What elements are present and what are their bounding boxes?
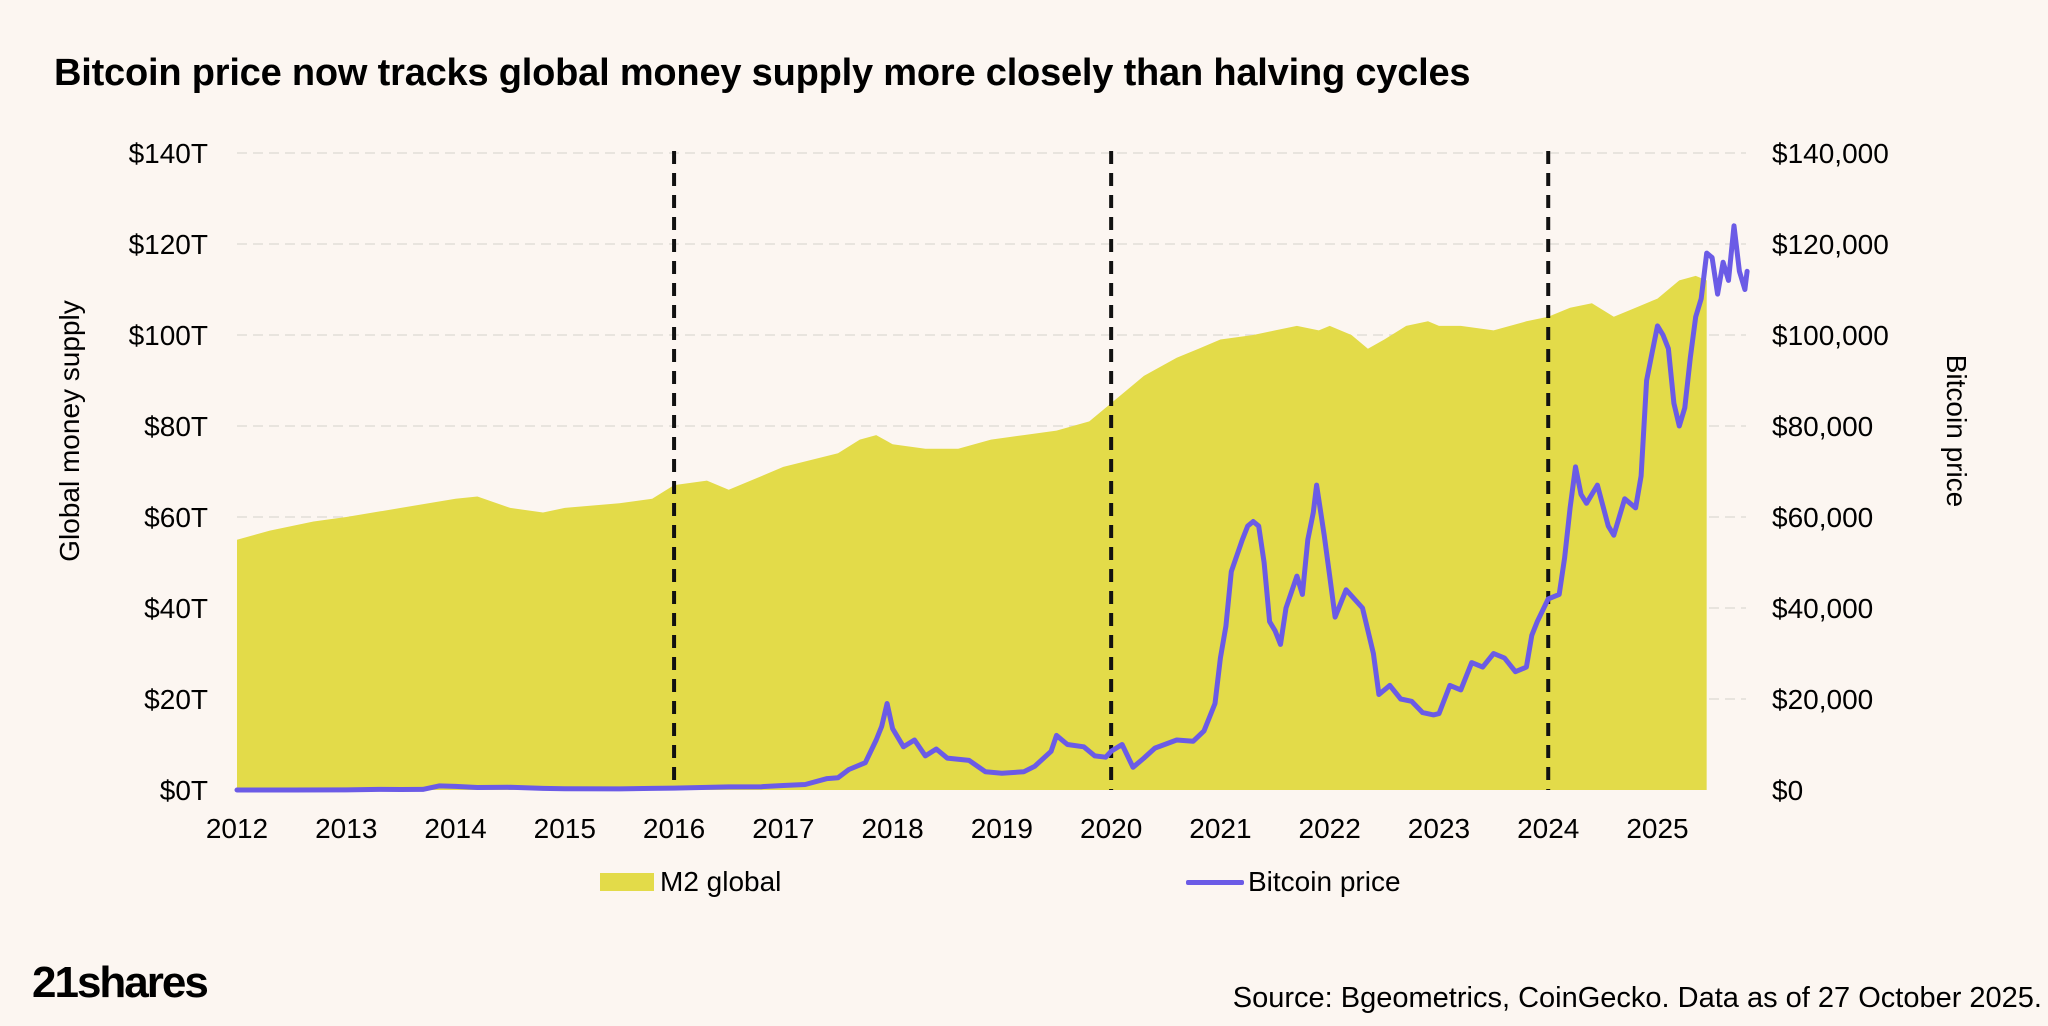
x-tick-label: 2025 (1626, 813, 1688, 844)
x-tick-label: 2024 (1517, 813, 1579, 844)
y-right-tick-label: $120,000 (1772, 229, 1889, 260)
y-axis-right-title: Bitcoin price (1941, 354, 1972, 508)
y-right-tick-label: $140,000 (1772, 138, 1889, 169)
y-left-tick-label: $80T (144, 411, 208, 442)
y-left-tick-label: $120T (129, 229, 208, 260)
x-tick-label: 2013 (315, 813, 377, 844)
y-right-tick-label: $100,000 (1772, 320, 1889, 351)
x-tick-label: 2018 (861, 813, 923, 844)
y-left-tick-label: $60T (144, 502, 208, 533)
x-tick-label: 2015 (534, 813, 596, 844)
legend-item-btc: Bitcoin price (1186, 866, 1401, 898)
y-right-tick-label: $20,000 (1772, 684, 1873, 715)
m2-area-series (237, 275, 1707, 790)
y-left-tick-label: $140T (129, 138, 208, 169)
x-tick-label: 2020 (1080, 813, 1142, 844)
x-tick-label: 2023 (1408, 813, 1470, 844)
legend-label-btc: Bitcoin price (1248, 866, 1401, 897)
y-right-tick-label: $80,000 (1772, 411, 1873, 442)
x-tick-label: 2021 (1189, 813, 1251, 844)
y-left-tick-label: $0T (160, 775, 208, 806)
y-left-tick-label: $100T (129, 320, 208, 351)
source-note: Source: Bgeometrics, CoinGecko. Data as … (1232, 982, 2042, 1014)
chart-title: Bitcoin price now tracks global money su… (54, 52, 1471, 94)
y-right-tick-label: $60,000 (1772, 502, 1873, 533)
x-tick-label: 2016 (643, 813, 705, 844)
y-right-tick-label: $40,000 (1772, 593, 1873, 624)
bitcoin-price-line (234, 223, 1750, 793)
legend-item-m2: M2 global (600, 866, 781, 898)
y-right-tick-label: $0 (1772, 775, 1803, 806)
legend-swatch-m2 (600, 873, 654, 891)
brand-logo: 21shares (32, 958, 209, 1007)
legend-swatch-btc (1186, 879, 1244, 885)
legend-label-m2: M2 global (660, 866, 782, 897)
x-tick-label: 2019 (971, 813, 1033, 844)
x-tick-label: 2012 (206, 813, 268, 844)
x-tick-label: 2022 (1299, 813, 1361, 844)
y-left-tick-label: $40T (144, 593, 208, 624)
y-left-tick-label: $20T (144, 684, 208, 715)
x-tick-label: 2014 (424, 813, 486, 844)
x-tick-label: 2017 (752, 813, 814, 844)
y-axis-left-title: Global money supply (54, 300, 85, 562)
